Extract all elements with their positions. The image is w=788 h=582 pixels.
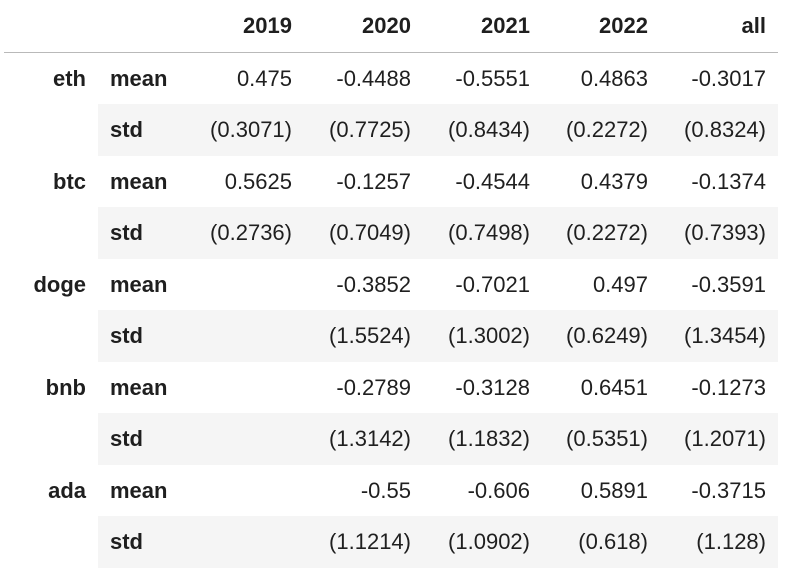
table-row: ada mean -0.55 -0.606 0.5891 -0.3715 [4, 465, 778, 517]
column-header-2022: 2022 [542, 0, 660, 53]
table-row: std (1.1214) (1.0902) (0.618) (1.128) [4, 516, 778, 568]
index-header-blank-2 [98, 0, 188, 53]
cell-value: (0.618) [542, 516, 660, 568]
table-row: std (1.5524) (1.3002) (0.6249) (1.3454) [4, 310, 778, 362]
cell-value: (1.1214) [304, 516, 423, 568]
cell-value: -0.1273 [691, 374, 766, 400]
cell-value: 0.5891 [580, 477, 648, 503]
cell-value: (1.1832) [423, 413, 542, 465]
cell-value: (0.8324) [660, 104, 778, 156]
cell-value: (0.7049) [304, 207, 423, 259]
table-row: std (1.3142) (1.1832) (0.5351) (1.2071) [4, 413, 778, 465]
index-header-blank [4, 0, 98, 53]
stat-label: mean [110, 168, 168, 194]
table-row: doge mean -0.3852 -0.7021 0.497 -0.3591 [4, 259, 778, 311]
cell-value: (1.2071) [660, 413, 778, 465]
cell-value: 0.4863 [580, 65, 648, 91]
cell-value: -0.55 [360, 477, 411, 503]
cell-value: 0.5625 [224, 168, 292, 194]
table-row: btc mean 0.5625 -0.1257 -0.4544 0.4379 -… [4, 156, 778, 208]
cell-value: -0.2789 [336, 374, 411, 400]
stat-label: std [98, 207, 188, 259]
cell-value: (1.3142) [304, 413, 423, 465]
cell-value: -0.7021 [455, 271, 530, 297]
table-row: std (0.3071) (0.7725) (0.8434) (0.2272) … [4, 104, 778, 156]
column-header-2021: 2021 [423, 0, 542, 53]
cell-value [188, 465, 304, 517]
cell-value: -0.5551 [455, 65, 530, 91]
cell-value: -0.1374 [691, 168, 766, 194]
group-label-doge: doge [33, 271, 86, 297]
column-header-2020: 2020 [304, 0, 423, 53]
table-row: bnb mean -0.2789 -0.3128 0.6451 -0.1273 [4, 362, 778, 414]
stat-label: std [98, 516, 188, 568]
cell-value: 0.6451 [580, 374, 648, 400]
cell-value: -0.4488 [336, 65, 411, 91]
cell-value [188, 310, 304, 362]
cell-value: (0.2736) [188, 207, 304, 259]
group-label-eth: eth [53, 65, 86, 91]
cell-value: 0.497 [592, 271, 648, 297]
table-row: std (0.2736) (0.7049) (0.7498) (0.2272) … [4, 207, 778, 259]
cell-value: (0.6249) [542, 310, 660, 362]
cell-value: (0.5351) [542, 413, 660, 465]
cell-value: (0.8434) [423, 104, 542, 156]
cell-value: -0.1257 [336, 168, 411, 194]
cell-value: (0.3071) [188, 104, 304, 156]
cell-value [188, 413, 304, 465]
cell-value: -0.3715 [691, 477, 766, 503]
group-label-bnb: bnb [45, 374, 86, 400]
stat-label: std [98, 310, 188, 362]
cell-value: 0.475 [236, 65, 292, 91]
cell-value: -0.4544 [455, 168, 530, 194]
cell-value [188, 362, 304, 414]
stat-label: std [98, 413, 188, 465]
cell-value: (1.3002) [423, 310, 542, 362]
stat-label: std [98, 104, 188, 156]
stat-label: mean [110, 477, 168, 503]
column-header-all: all [660, 0, 778, 53]
table-row: eth mean 0.475 -0.4488 -0.5551 0.4863 -0… [4, 52, 778, 104]
cell-value: (0.7393) [660, 207, 778, 259]
group-label-btc: btc [53, 168, 86, 194]
cell-value: (0.7498) [423, 207, 542, 259]
cell-value [188, 516, 304, 568]
cell-value: (1.3454) [660, 310, 778, 362]
cell-value: -0.3017 [691, 65, 766, 91]
cell-value: (0.2272) [542, 104, 660, 156]
cell-value: (1.128) [660, 516, 778, 568]
cell-value: (1.5524) [304, 310, 423, 362]
stats-table: 2019 2020 2021 2022 all eth mean 0.475 -… [4, 0, 778, 568]
stat-label: mean [110, 65, 168, 91]
cell-value: -0.3852 [336, 271, 411, 297]
cell-value: -0.3591 [691, 271, 766, 297]
cell-value: (0.7725) [304, 104, 423, 156]
cell-value [188, 259, 304, 311]
cell-value: (1.0902) [423, 516, 542, 568]
column-header-2019: 2019 [188, 0, 304, 53]
header-row: 2019 2020 2021 2022 all [4, 0, 778, 53]
group-label-ada: ada [48, 477, 86, 503]
cell-value: 0.4379 [580, 168, 648, 194]
cell-value: -0.606 [467, 477, 530, 503]
stat-label: mean [110, 374, 168, 400]
cell-value: (0.2272) [542, 207, 660, 259]
stat-label: mean [110, 271, 168, 297]
cell-value: -0.3128 [455, 374, 530, 400]
